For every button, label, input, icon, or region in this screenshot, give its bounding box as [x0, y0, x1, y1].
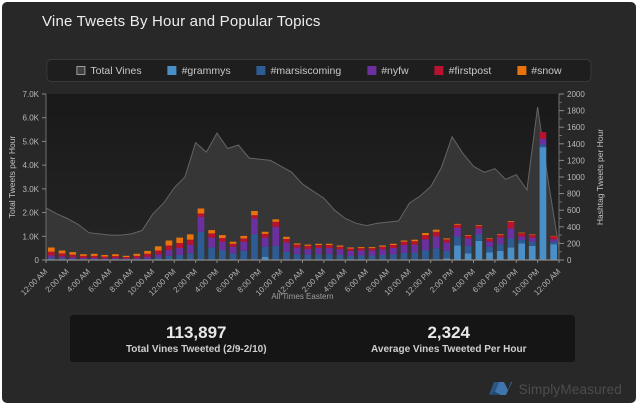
svg-text:2000: 2000	[567, 90, 585, 99]
legend-label: #marsiscoming	[270, 64, 342, 77]
left-axis-title: Total Tweets per Hour	[7, 136, 17, 219]
stat-total-value: 113,897	[165, 323, 227, 343]
stat-total-vines: 113,897 Total Vines Tweeted (2/9-2/10)	[70, 315, 323, 362]
svg-text:1800: 1800	[567, 107, 585, 116]
chart-legend: Total Vines #grammys #marsiscoming #nyfw…	[46, 59, 592, 82]
svg-text:1400: 1400	[567, 140, 585, 149]
stat-average-label: Average Vines Tweeted Per Hour	[371, 343, 527, 355]
grammys-swatch-icon	[167, 66, 177, 75]
legend-item-nyfw: #nyfw	[367, 64, 409, 77]
stat-average-vines: 2,324 Average Vines Tweeted Per Hour	[323, 315, 576, 362]
legend-label: Total Vines	[90, 64, 142, 77]
chart-svg: 7.0K6.0K5.0K4.0K3.0K2.0K1.0K020001800160…	[7, 90, 605, 301]
simplymeasured-logo-icon	[488, 382, 512, 395]
legend-item-grammys: #grammys	[167, 64, 231, 77]
svg-text:7.0K: 7.0K	[23, 90, 40, 99]
marsiscoming-swatch-icon	[256, 66, 266, 75]
firstpost-swatch-icon	[434, 66, 444, 75]
svg-text:5.0K: 5.0K	[23, 137, 40, 146]
svg-text:600: 600	[567, 206, 581, 215]
svg-text:6.0K: 6.0K	[23, 114, 40, 123]
brand-footer: SimplyMeasured	[487, 380, 622, 398]
svg-text:2.0K: 2.0K	[23, 209, 40, 218]
legend-label: #grammys	[181, 64, 231, 77]
svg-text:12:00 AM: 12:00 AM	[19, 267, 50, 298]
stat-average-value: 2,324	[427, 323, 471, 343]
legend-label: #nyfw	[381, 64, 409, 77]
legend-item-total-vines: Total Vines	[76, 64, 142, 77]
legend-item-firstpost: #firstpost	[434, 64, 492, 77]
legend-item-snow: #snow	[517, 64, 562, 77]
svg-text:1600: 1600	[567, 123, 585, 132]
total-vines-swatch-icon	[76, 66, 86, 75]
combo-chart: 7.0K 6.0K 5.0K 4.0K 3.0K 2.0K 1.0K 0 2000 1800 160…	[2, 86, 640, 308]
right-axis-title: Hashtag Tweets per Hour	[595, 129, 605, 225]
page-title: Vine Tweets By Hour and Popular Topics	[42, 13, 321, 30]
svg-text:4.0K: 4.0K	[23, 161, 40, 170]
snow-swatch-icon	[517, 66, 527, 75]
svg-text:0: 0	[567, 256, 572, 265]
bar-series-stacked	[48, 132, 557, 260]
svg-text:1200: 1200	[567, 156, 585, 165]
stat-total-label: Total Vines Tweeted (2/9-2/10)	[125, 343, 267, 355]
svg-text:400: 400	[567, 223, 581, 232]
x-axis-note: All Times Eastern	[271, 292, 333, 301]
svg-text:200: 200	[567, 239, 581, 248]
legend-label: #snow	[531, 64, 562, 77]
svg-text:3.0K: 3.0K	[23, 185, 40, 194]
brand-name: SimplyMeasured	[518, 381, 622, 397]
svg-text:800: 800	[567, 190, 581, 199]
left-axis-ticks: 7.0K 6.0K 5.0K 4.0K 3.0K 2.0K 1.0K 0	[23, 90, 46, 265]
area-series-total-vines	[45, 106, 560, 260]
svg-text:0: 0	[35, 256, 40, 265]
svg-text:1000: 1000	[567, 173, 585, 182]
svg-text:1.0K: 1.0K	[23, 232, 40, 241]
nyfw-swatch-icon	[367, 66, 377, 75]
legend-item-marsiscoming: #marsiscoming	[256, 64, 342, 77]
legend-label: #firstpost	[448, 64, 492, 77]
summary-stats: 113,897 Total Vines Tweeted (2/9-2/10) 2…	[70, 315, 575, 362]
